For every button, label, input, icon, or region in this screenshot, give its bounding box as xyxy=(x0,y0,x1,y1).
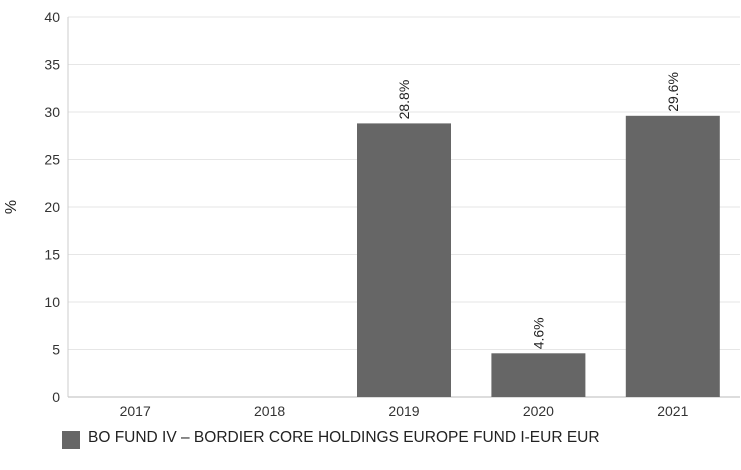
y-tick-label: 5 xyxy=(52,342,60,358)
legend: BO FUND IV – BORDIER CORE HOLDINGS EUROP… xyxy=(62,430,708,449)
x-tick-label: 2020 xyxy=(523,403,554,419)
y-axis-ticks: 0 5 10 15 20 25 30 35 40 xyxy=(44,9,60,405)
y-tick-label: 25 xyxy=(44,152,60,168)
y-tick-label: 10 xyxy=(44,294,60,310)
bar-2019 xyxy=(357,123,451,398)
bar-2021 xyxy=(625,115,720,398)
data-labels: 28.8% 4.6% 29.6% xyxy=(396,72,681,349)
y-tick-label: 20 xyxy=(44,199,60,215)
legend-swatch xyxy=(62,431,80,449)
x-tick-label: 2019 xyxy=(388,403,419,419)
y-axis-label: % xyxy=(3,200,20,214)
y-tick-label: 35 xyxy=(44,57,60,73)
x-axis-ticks: 2017 2018 2019 2020 2021 xyxy=(120,403,689,419)
y-tick-label: 15 xyxy=(44,247,60,263)
x-tick-label: 2017 xyxy=(120,403,151,419)
legend-label: BO FUND IV – BORDIER CORE HOLDINGS EUROP… xyxy=(88,429,600,446)
data-label-2019: 28.8% xyxy=(396,80,412,120)
x-tick-label: 2021 xyxy=(657,403,688,419)
bars xyxy=(357,115,720,398)
data-label-2021: 29.6% xyxy=(665,72,681,112)
data-label-2020: 4.6% xyxy=(530,317,546,349)
bar-2020 xyxy=(491,353,586,397)
y-tick-label: 30 xyxy=(44,104,60,120)
y-tick-label: 0 xyxy=(52,389,60,405)
y-tick-label: 40 xyxy=(44,9,60,25)
x-tick-label: 2018 xyxy=(254,403,285,419)
